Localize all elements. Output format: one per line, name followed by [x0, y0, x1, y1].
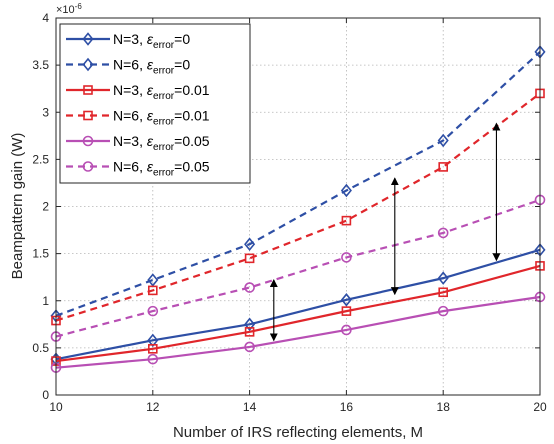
x-axis-label: Number of IRS reflecting elements, M [173, 424, 423, 441]
y-tick-label: 3.5 [32, 58, 49, 72]
data-point [147, 305, 159, 317]
y-tick-label: 4 [42, 11, 49, 25]
data-point [244, 317, 256, 332]
annotations [269, 122, 501, 342]
legend-label: N=3, εerror=0.01 [113, 82, 210, 102]
data-point [244, 341, 255, 353]
legend-entry: N=6, εerror=0 [66, 57, 190, 77]
y-tick-label: 1 [42, 294, 49, 308]
plot-frame [55, 17, 541, 396]
data-point [244, 237, 256, 251]
data-point [244, 253, 255, 264]
data-point [341, 215, 352, 226]
legend-entry: N=3, εerror=0.01 [66, 82, 210, 102]
legend-entry: N=6, εerror=0.05 [66, 159, 210, 179]
data-point [341, 252, 352, 263]
data-point [148, 285, 158, 296]
data-point [437, 305, 449, 317]
legend-label: N=3, εerror=0.05 [113, 133, 210, 153]
data-point [147, 333, 159, 348]
y-tick-label: 3 [42, 105, 49, 119]
series-lines [50, 45, 546, 373]
series-line [55, 264, 541, 363]
data-point [438, 287, 449, 298]
data-point [437, 227, 449, 239]
data-point [437, 133, 449, 148]
data-point [148, 344, 158, 354]
legend-entry: N=6, εerror=0.01 [66, 108, 210, 128]
legend: N=3, εerror=0 N=6, εerror=0 N=3, εerror=0.… [59, 23, 251, 184]
data-point [244, 282, 255, 293]
data-point [341, 324, 352, 336]
x-tick-label: 10 [49, 400, 63, 414]
legend-entry: N=3, εerror=0 [66, 31, 190, 51]
data-point [340, 293, 352, 307]
ticks: 10 12 14 16 18 20 0 0.5 1 1.5 2 2.5 3 3.5 4 [32, 11, 547, 414]
legend-marker [83, 110, 93, 121]
legend-marker [82, 57, 94, 72]
series-4 [51, 88, 545, 326]
data-point [244, 327, 255, 337]
y-tick-label: 2.5 [32, 152, 49, 166]
x-tick-label: 12 [146, 400, 160, 414]
y-tick-label: 1.5 [32, 247, 49, 261]
series-line [55, 92, 541, 322]
x-tick-label: 18 [437, 400, 451, 414]
y-tick-label: 0 [42, 388, 49, 402]
data-point [147, 273, 159, 287]
data-point [341, 306, 352, 316]
data-point [147, 353, 159, 365]
legend-entry: N=3, εerror=0.05 [66, 133, 210, 153]
series-line [55, 248, 541, 361]
x-tick-label: 16 [340, 400, 354, 414]
legend-marker [82, 32, 94, 46]
series-line [55, 51, 541, 317]
legend-label: N=6, εerror=0.01 [113, 108, 210, 128]
series-line [55, 295, 541, 369]
y-multiplier: ×10-6 [56, 2, 82, 16]
data-point [437, 271, 449, 285]
data-point [340, 183, 352, 198]
legend-label: N=3, εerror=0 [113, 31, 190, 51]
data-point [438, 162, 449, 172]
y-tick-label: 2 [42, 200, 49, 214]
x-tick-label: 20 [533, 400, 547, 414]
legend-marker [82, 161, 94, 172]
y-tick-label: 0.5 [32, 341, 49, 355]
legend-label: N=6, εerror=0 [113, 57, 190, 77]
y-axis-label: Beampattern gain (W) [9, 133, 26, 280]
legend-box [59, 23, 251, 184]
legend-marker [82, 135, 94, 147]
legend-marker [83, 85, 93, 95]
legend-label: N=6, εerror=0.05 [113, 159, 210, 179]
x-tick-label: 14 [243, 400, 257, 414]
